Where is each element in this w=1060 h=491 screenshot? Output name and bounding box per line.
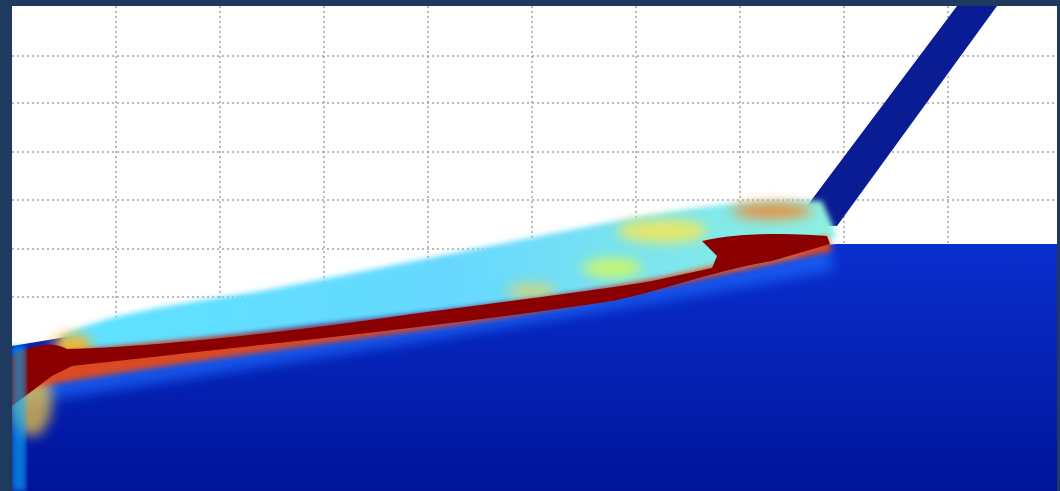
field-image — [12, 6, 1057, 491]
band-halo — [12, 236, 832, 391]
main-band — [12, 233, 830, 406]
inflow-pipe — [792, 6, 997, 226]
plot-area — [12, 6, 1057, 491]
left-edge-band — [12, 346, 26, 491]
lower-field — [12, 244, 1057, 491]
